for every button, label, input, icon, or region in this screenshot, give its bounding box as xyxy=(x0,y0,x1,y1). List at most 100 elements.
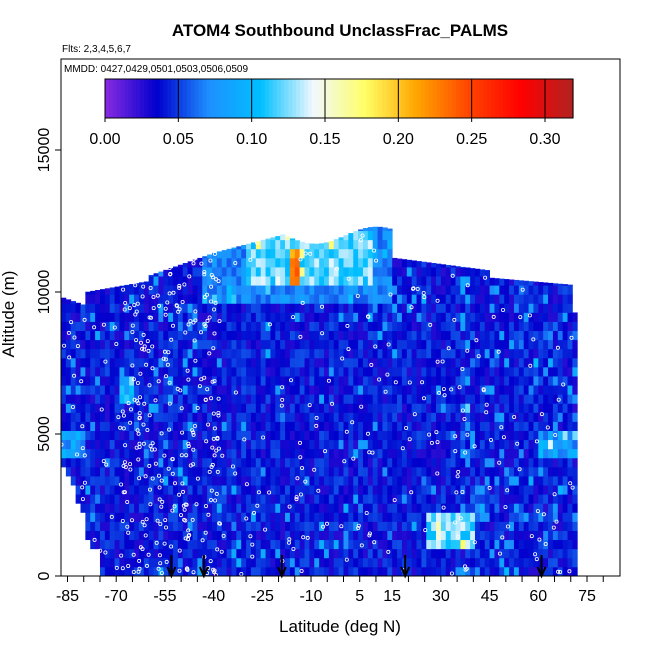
heatmap-cell xyxy=(431,394,437,404)
heatmap-cell xyxy=(431,385,437,395)
heatmap-cell xyxy=(465,357,471,368)
heatmap-cell xyxy=(99,421,106,431)
heatmap-cell xyxy=(148,448,154,459)
heatmap-cell xyxy=(518,494,525,504)
heatmap-cell xyxy=(129,466,135,477)
heatmap-cell xyxy=(401,267,408,277)
heatmap-cell xyxy=(124,376,130,386)
heatmap-cell xyxy=(382,394,388,404)
heatmap-cell xyxy=(314,530,320,541)
heatmap-cell xyxy=(362,239,369,250)
sample-point xyxy=(488,437,493,442)
heatmap-cell xyxy=(260,394,266,404)
sample-point xyxy=(123,443,128,448)
heatmap-cell xyxy=(265,448,271,459)
heatmap-cell xyxy=(85,503,91,513)
sample-point xyxy=(216,410,221,415)
heatmap-cell xyxy=(523,294,529,304)
sample-point xyxy=(171,290,176,295)
heatmap-cell xyxy=(211,421,218,431)
heatmap-cell xyxy=(114,548,120,559)
sample-point xyxy=(214,491,219,496)
heatmap-cell xyxy=(499,466,505,477)
heatmap-cell xyxy=(270,376,276,386)
heatmap-cell xyxy=(460,330,466,341)
heatmap-cell xyxy=(134,357,140,368)
heatmap-cell xyxy=(348,430,354,441)
heatmap-cell xyxy=(168,285,174,295)
heatmap-cell xyxy=(104,357,111,368)
heatmap-cell xyxy=(445,448,452,459)
heatmap-cell xyxy=(338,285,344,295)
heatmap-cell xyxy=(143,339,150,350)
colorbar-swatch xyxy=(393,79,399,118)
heatmap-cell xyxy=(265,238,271,241)
heatmap-cell xyxy=(168,448,174,459)
heatmap-cell xyxy=(177,330,184,341)
heatmap-cell xyxy=(387,385,393,395)
heatmap-cell xyxy=(538,303,544,313)
heatmap-cell xyxy=(187,267,193,277)
heatmap-cell xyxy=(114,321,120,332)
heatmap-cell xyxy=(143,421,150,431)
heatmap-cell xyxy=(182,476,189,486)
heatmap-cell xyxy=(562,385,568,395)
heatmap-cell xyxy=(231,457,237,468)
heatmap-cell xyxy=(377,248,383,259)
heatmap-cell xyxy=(216,330,223,341)
heatmap-cell xyxy=(90,466,96,477)
heatmap-cell xyxy=(168,503,174,513)
heatmap-cell xyxy=(567,466,573,477)
colorbar-swatch xyxy=(303,79,309,118)
heatmap-cell xyxy=(226,430,232,441)
heatmap-cell xyxy=(562,448,568,459)
heatmap-cell xyxy=(124,285,130,295)
heatmap-cell xyxy=(289,366,296,377)
heatmap-cell xyxy=(153,330,159,341)
heatmap-cell xyxy=(75,466,81,477)
heatmap-cell xyxy=(499,485,505,495)
heatmap-cell xyxy=(104,339,111,350)
heatmap-cell xyxy=(70,430,77,441)
heatmap-cell xyxy=(353,385,359,395)
heatmap-cell xyxy=(421,548,427,559)
heatmap-cell xyxy=(211,557,218,568)
heatmap-cell xyxy=(416,261,422,268)
heatmap-cell xyxy=(460,303,466,313)
heatmap-cell xyxy=(109,485,115,495)
heatmap-cell xyxy=(445,566,452,576)
heatmap-cell xyxy=(109,557,115,568)
heatmap-cell xyxy=(440,294,447,304)
heatmap-cell xyxy=(377,285,383,295)
sample-point xyxy=(200,538,205,543)
heatmap-cell xyxy=(143,503,150,513)
heatmap-cell xyxy=(513,303,520,313)
heatmap-cell xyxy=(372,366,378,377)
heatmap-cell xyxy=(192,303,198,313)
heatmap-cell xyxy=(289,457,296,468)
colorbar-swatch xyxy=(331,79,336,118)
heatmap-cell xyxy=(99,548,106,559)
heatmap-cell xyxy=(504,385,510,395)
sample-point xyxy=(198,330,203,335)
heatmap-cell xyxy=(124,412,130,422)
heatmap-cell xyxy=(470,285,476,295)
heatmap-cell xyxy=(455,266,461,268)
heatmap-cell xyxy=(158,430,164,441)
heatmap-cell xyxy=(216,512,223,522)
heatmap-cell xyxy=(231,494,237,504)
heatmap-cell xyxy=(562,330,568,341)
heatmap-cell xyxy=(397,485,403,495)
sample-point xyxy=(133,312,138,317)
heatmap-cell xyxy=(168,366,174,377)
heatmap-cell xyxy=(455,512,461,522)
heatmap-cell xyxy=(65,330,72,341)
heatmap-cell xyxy=(119,403,125,413)
heatmap-cell xyxy=(518,330,525,341)
heatmap-cell xyxy=(241,376,247,386)
heatmap-cell xyxy=(353,494,359,504)
heatmap-cell xyxy=(401,512,408,522)
heatmap-cell xyxy=(207,548,213,559)
heatmap-cell xyxy=(207,457,213,468)
heatmap-cell xyxy=(465,503,471,513)
